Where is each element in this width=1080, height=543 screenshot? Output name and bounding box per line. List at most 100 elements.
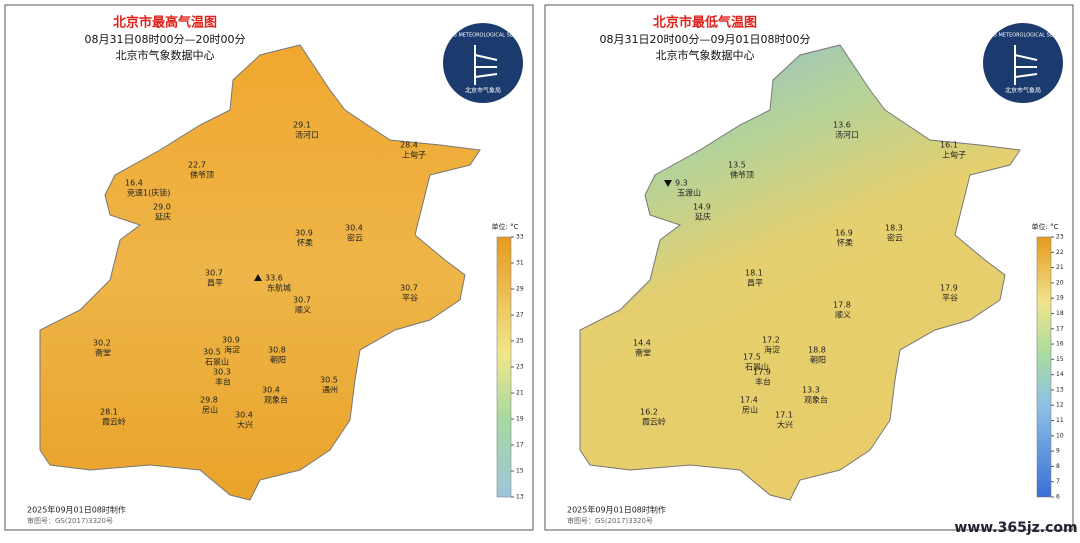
colorbar <box>496 236 512 498</box>
extreme-marker <box>664 180 672 187</box>
station-name: 平谷 <box>402 294 418 303</box>
station-value: 17.5 <box>743 353 761 362</box>
station-name: 汤河口 <box>295 130 319 140</box>
station-value: 16.4 <box>125 179 143 188</box>
station-name: 观象台 <box>264 395 288 405</box>
logo-caption: 北京市气象局 <box>1005 87 1041 95</box>
station-name: 丰台 <box>755 377 771 387</box>
station-value: 29.1 <box>293 121 311 130</box>
station-name: 密云 <box>347 233 363 243</box>
station-name: 房山 <box>742 405 758 415</box>
map-number: 审图号：GS(2017)3320号 <box>27 516 113 525</box>
station-value: 29.8 <box>200 396 218 405</box>
station-name: 斋堂 <box>95 348 111 358</box>
station-name: 延庆 <box>695 212 711 222</box>
legend-tick-label: 13 <box>1056 386 1064 393</box>
station-name: 房山 <box>202 405 218 415</box>
logo-text: BEIJING METEOROLOGICAL SERVICE <box>438 33 528 39</box>
station-name: 丰台 <box>215 377 231 387</box>
legend-tick-label: 11 <box>1056 417 1064 424</box>
legend-tick-label: 17 <box>1056 325 1064 332</box>
station-value: 30.9 <box>222 336 240 345</box>
legend-tick-label: 6 <box>1056 494 1060 501</box>
station-value: 17.9 <box>940 284 958 293</box>
station-name: 石景山 <box>745 362 769 372</box>
legend-tick-label: 15 <box>516 468 524 475</box>
station-name: 延庆 <box>155 212 171 222</box>
legend-tick-label: 22 <box>1056 249 1064 256</box>
legend-tick-label: 31 <box>516 260 524 267</box>
station-value: 14.4 <box>633 339 651 348</box>
station-value: 17.2 <box>762 336 780 345</box>
station-name: 通州 <box>322 385 338 395</box>
logo-mark <box>1014 45 1038 85</box>
logo <box>443 23 523 103</box>
station-value: 17.8 <box>833 301 851 310</box>
station-value: 30.5 <box>203 348 221 357</box>
station-value: 13.5 <box>728 161 746 170</box>
map-number: 审图号：GS(2017)3320号 <box>567 516 653 525</box>
extreme-marker <box>254 274 262 281</box>
station-value: 30.2 <box>93 339 111 348</box>
station-name: 顺义 <box>295 306 311 315</box>
station-value: 30.7 <box>205 269 223 278</box>
station-name: 朝阳 <box>810 356 826 365</box>
station-value: 18.1 <box>745 269 763 278</box>
footer: 2025年09月01日08时制作 <box>27 505 126 515</box>
legend-unit: 单位: °C <box>492 222 519 231</box>
station-name: 昌平 <box>747 279 763 288</box>
legend-unit: 单位: °C <box>1032 222 1059 231</box>
legend-tick-label: 14 <box>1056 371 1064 378</box>
station-name: 观象台 <box>804 395 828 405</box>
period: 08月31日08时00分—20时00分 <box>85 33 246 46</box>
station-name: 佛爷顶 <box>190 170 214 180</box>
logo-text: BEIJING METEOROLOGICAL SERVICE <box>978 33 1068 39</box>
legend-tick-label: 19 <box>1056 295 1064 302</box>
station-value: 30.5 <box>320 376 338 385</box>
station-value: 16.9 <box>835 229 853 238</box>
legend-tick-label: 13 <box>516 494 524 501</box>
station-value: 33.6 <box>265 274 283 283</box>
legend-tick-label: 17 <box>516 442 524 449</box>
logo-caption: 北京市气象局 <box>465 87 501 95</box>
station-name: 密云 <box>887 233 903 243</box>
station-name: 斋堂 <box>635 348 651 358</box>
station-name: 海淀 <box>764 345 780 355</box>
station-name: 汤河口 <box>835 130 859 140</box>
station-value: 30.9 <box>295 229 313 238</box>
station-value: 30.4 <box>345 224 363 233</box>
station-value: 17.9 <box>753 368 771 377</box>
legend-tick-label: 16 <box>1056 341 1064 348</box>
station-value: 30.7 <box>400 284 418 293</box>
panel: 北京市最低气温图 08月31日20时00分—09月01日08时00分北京市气象数据… <box>544 4 1074 531</box>
station-name: 竞速1(庆锁) <box>127 188 170 198</box>
logo <box>983 23 1063 103</box>
legend-tick-label: 21 <box>516 390 524 397</box>
agency: 北京市气象数据中心 <box>116 48 215 62</box>
legend-tick-label: 18 <box>1056 310 1064 317</box>
legend-tick-label: 8 <box>1056 463 1060 470</box>
station-name: 佛爷顶 <box>730 170 754 180</box>
logo-mark <box>474 45 498 85</box>
station-value: 18.8 <box>808 346 826 355</box>
station-value: 30.4 <box>262 386 280 395</box>
station-name: 怀柔 <box>837 238 853 248</box>
colorbar <box>1036 236 1052 498</box>
station-name: 石景山 <box>205 357 229 367</box>
title: 北京市最低气温图 <box>653 15 757 31</box>
station-value: 13.3 <box>802 386 820 395</box>
station-name: 海淀 <box>224 345 240 355</box>
station-value: 17.4 <box>740 396 758 405</box>
station-value: 18.3 <box>885 224 903 233</box>
legend-tick-label: 20 <box>1056 279 1064 286</box>
legend-tick-label: 9 <box>1056 448 1060 455</box>
station-name: 东航城 <box>267 283 291 293</box>
legend-tick-label: 33 <box>516 234 524 241</box>
legend-tick-label: 29 <box>516 286 524 293</box>
legend-tick-label: 27 <box>516 312 524 319</box>
station-name: 上甸子 <box>942 150 966 160</box>
period: 08月31日20时00分—09月01日08时00分 <box>600 33 811 46</box>
station-name: 玉渡山 <box>677 188 701 198</box>
station-name: 霞云岭 <box>642 417 666 427</box>
